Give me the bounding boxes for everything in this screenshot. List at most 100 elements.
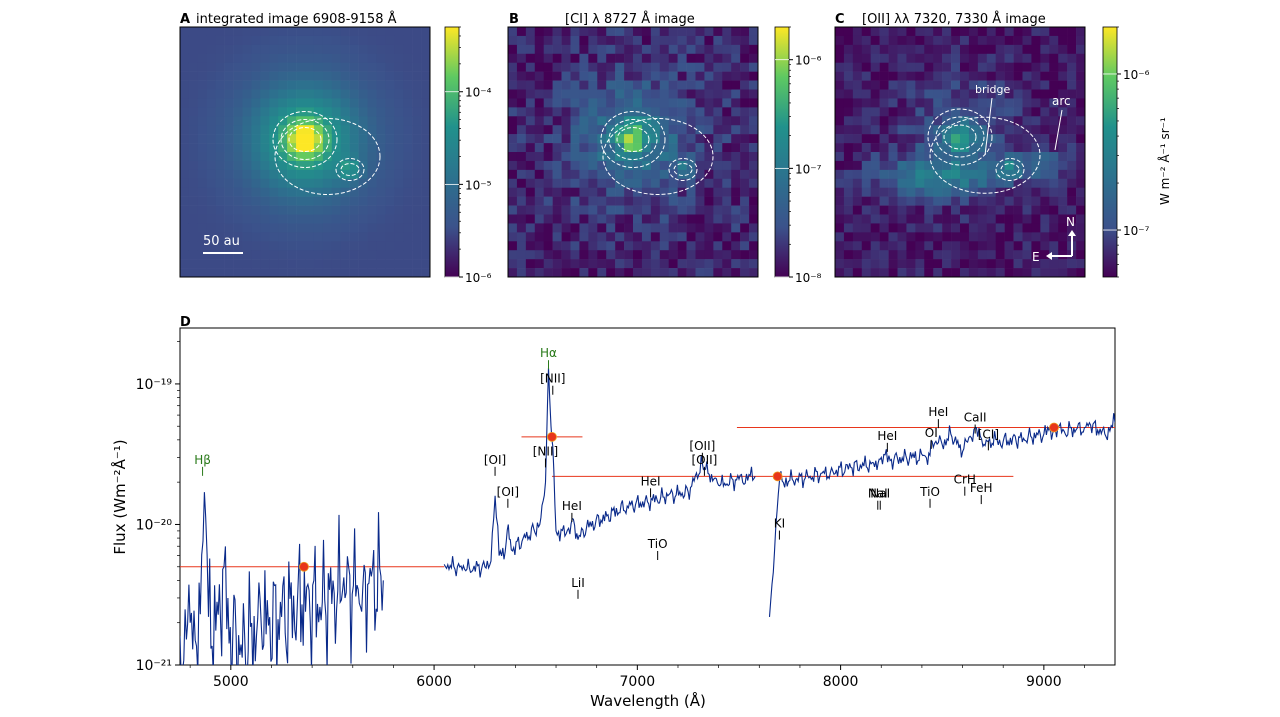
image-pixel <box>376 187 386 197</box>
image-pixel <box>695 35 705 46</box>
image-pixel <box>394 223 404 233</box>
image-pixel <box>385 268 395 278</box>
image-pixel <box>233 116 243 126</box>
image-pixel <box>650 44 661 55</box>
image-pixel <box>543 62 553 72</box>
image-pixel <box>260 223 270 233</box>
panel-a: A integrated image 6908-9158 Å 50 au 10⁻… <box>179 11 492 285</box>
image-pixel <box>668 160 678 171</box>
image-pixel <box>242 232 252 242</box>
image-pixel <box>367 169 377 180</box>
image-pixel <box>924 169 934 180</box>
image-pixel <box>624 196 634 206</box>
image-pixel <box>251 71 261 81</box>
image-pixel <box>242 125 252 135</box>
image-pixel <box>233 27 243 37</box>
image-pixel <box>951 134 961 144</box>
image-pixel <box>1076 241 1086 251</box>
image-pixel <box>278 169 288 180</box>
image-pixel <box>1076 134 1086 144</box>
image-pixel <box>843 169 854 180</box>
image-pixel <box>749 27 759 37</box>
image-pixel <box>861 62 872 72</box>
image-pixel <box>552 160 562 171</box>
image-pixel <box>260 241 270 251</box>
image-pixel <box>951 98 961 108</box>
image-pixel <box>951 35 961 46</box>
image-pixel <box>695 259 705 269</box>
image-pixel <box>740 241 750 251</box>
image-pixel <box>579 205 589 215</box>
image-pixel <box>305 152 315 162</box>
image-pixel <box>677 160 687 171</box>
image-pixel <box>713 44 723 55</box>
image-pixel <box>861 98 872 108</box>
image-pixel <box>322 125 333 135</box>
image-pixel <box>722 125 732 135</box>
image-pixel <box>340 178 350 189</box>
image-pixel <box>385 169 395 180</box>
image-pixel <box>960 232 970 242</box>
image-pixel <box>897 62 907 72</box>
image-pixel <box>358 116 368 126</box>
image-pixel <box>960 223 970 233</box>
image-pixel <box>206 259 217 269</box>
image-pixel <box>269 125 279 135</box>
image-pixel <box>1013 62 1023 72</box>
image-pixel <box>251 178 261 189</box>
image-pixel <box>358 232 368 242</box>
image-pixel <box>977 205 988 215</box>
image-pixel <box>835 223 845 233</box>
image-pixel <box>695 214 705 224</box>
image-pixel <box>852 98 863 108</box>
image-pixel <box>1031 268 1041 278</box>
image-pixel <box>525 116 536 126</box>
image-pixel <box>251 53 261 64</box>
image-pixel <box>677 169 687 180</box>
image-pixel <box>1040 196 1050 206</box>
image-pixel <box>977 27 988 37</box>
image-pixel <box>995 89 1005 99</box>
image-pixel <box>376 53 386 64</box>
image-pixel <box>740 125 750 135</box>
image-pixel <box>924 187 934 197</box>
image-pixel <box>668 80 678 90</box>
image-pixel <box>421 44 431 55</box>
image-pixel <box>879 268 889 278</box>
image-pixel <box>968 241 979 251</box>
image-pixel <box>561 80 571 90</box>
image-pixel <box>516 62 527 72</box>
image-pixel <box>269 232 279 242</box>
image-pixel <box>561 160 571 171</box>
image-pixel <box>242 169 252 180</box>
image-pixel <box>403 71 413 81</box>
image-pixel <box>1058 125 1068 135</box>
image-pixel <box>1013 178 1023 189</box>
image-pixel <box>624 35 634 46</box>
image-pixel <box>995 268 1005 278</box>
image-pixel <box>870 259 880 269</box>
image-pixel <box>686 169 696 180</box>
image-pixel <box>749 35 759 46</box>
image-pixel <box>870 223 880 233</box>
contour-line <box>280 119 330 160</box>
image-pixel <box>180 232 190 242</box>
image-pixel <box>843 89 854 99</box>
image-pixel <box>951 44 961 55</box>
image-pixel <box>385 152 395 162</box>
image-pixel <box>960 169 970 180</box>
image-pixel <box>525 143 536 153</box>
image-pixel <box>1076 44 1086 55</box>
image-pixel <box>358 98 368 108</box>
image-pixel <box>1040 80 1050 90</box>
image-pixel <box>915 160 925 171</box>
image-pixel <box>376 205 386 215</box>
image-pixel <box>906 27 916 37</box>
image-pixel <box>305 160 315 171</box>
image-pixel <box>588 259 598 269</box>
image-pixel <box>224 89 234 99</box>
image-pixel <box>1031 152 1041 162</box>
image-pixel <box>915 89 925 99</box>
image-pixel <box>1049 152 1059 162</box>
image-pixel <box>305 187 315 197</box>
